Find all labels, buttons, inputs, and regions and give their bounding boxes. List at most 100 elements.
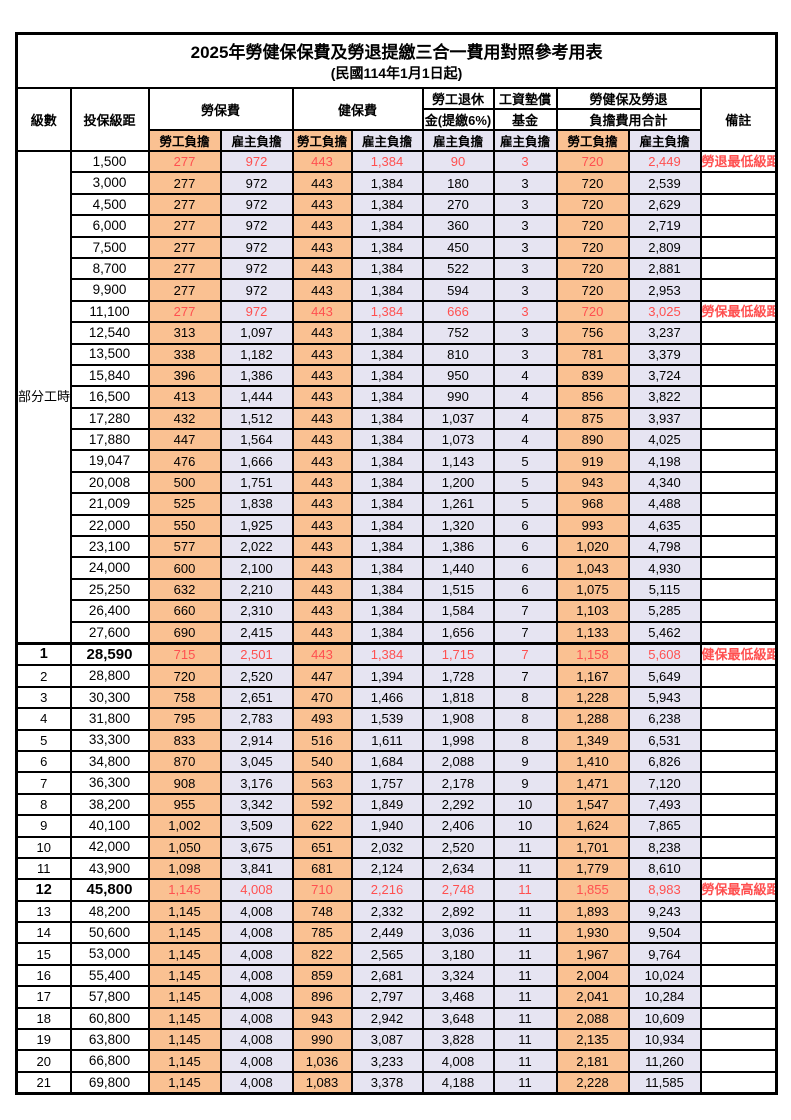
cell-pension-employer: 1,584 <box>421 599 495 623</box>
cell-remark <box>699 171 778 195</box>
cell-total-employee: 839 <box>555 363 630 388</box>
cell-salary-bracket: 21,009 <box>69 492 150 516</box>
cell-pension-employer: 450 <box>421 235 495 259</box>
subheader-total-employer: 雇主負擔 <box>627 129 702 152</box>
title-cell: 2025年勞健保保費及勞退提繳三合一費用對照參考用表 (民國114年1月1日起) <box>15 32 778 89</box>
cell-labor-ins-employer: 4,008 <box>219 963 294 988</box>
cell-labor-ins-employee: 955 <box>147 792 222 817</box>
cell-pension-employer: 1,515 <box>421 577 495 602</box>
cell-labor-ins-employee: 870 <box>147 749 222 774</box>
cell-pension-employer: 1,200 <box>421 470 495 495</box>
table-row: 21 69,800 1,145 4,008 1,083 3,378 4,188 11 2,228… <box>15 1070 778 1095</box>
cell-health-ins-employee: 896 <box>291 985 353 1009</box>
cell-total-employer: 4,930 <box>627 556 702 580</box>
cell-health-ins-employee: 748 <box>291 899 353 924</box>
title-row: 2025年勞健保保費及勞退提繳三合一費用對照參考用表 (民國114年1月1日起) <box>15 32 778 89</box>
cell-health-ins-employee: 443 <box>291 513 353 538</box>
cell-labor-ins-employer: 4,008 <box>219 1006 294 1031</box>
cell-remark <box>699 771 778 795</box>
cell-wage-fund-employer: 3 <box>492 192 558 217</box>
table-row: 25,250 632 2,210 443 1,384 1,515 6 1,075 5,115 <box>17 577 778 602</box>
cell-labor-ins-employee: 1,145 <box>147 1070 222 1095</box>
cell-salary-bracket: 66,800 <box>69 1049 150 1073</box>
cell-total-employee: 1,228 <box>555 685 630 710</box>
cell-remark <box>699 363 778 388</box>
table-row: 17 57,800 1,145 4,008 896 2,797 3,468 11 2,041 10… <box>15 985 778 1009</box>
cell-total-employee: 1,701 <box>555 835 630 859</box>
cell-labor-ins-employee: 758 <box>147 685 222 710</box>
cell-health-ins-employer: 2,681 <box>350 963 424 988</box>
cell-pension-employer: 360 <box>421 214 495 238</box>
cell-total-employer: 9,504 <box>627 921 702 945</box>
cell-health-ins-employee: 681 <box>291 856 353 881</box>
cell-wage-fund-employer: 10 <box>492 792 558 817</box>
cell-total-employee: 1,158 <box>555 641 630 667</box>
header-row-1: 級數 投保級距 勞保費 健保費 勞工退休 工資墊償 勞健保及勞退 備註 <box>15 87 778 152</box>
cell-pension-employer: 1,261 <box>421 492 495 516</box>
cell-level: 20 <box>15 1049 72 1073</box>
cell-salary-bracket: 19,047 <box>69 449 150 473</box>
cell-total-employee: 2,041 <box>555 985 630 1009</box>
cell-labor-ins-employee: 550 <box>147 513 222 538</box>
cell-health-ins-employee: 443 <box>291 321 353 345</box>
cell-total-employee: 720 <box>555 192 630 217</box>
cell-total-employee: 2,088 <box>555 1006 630 1031</box>
cell-level: 5 <box>15 728 72 752</box>
cell-total-employer: 4,635 <box>627 513 702 538</box>
cell-health-ins-employer: 1,384 <box>350 620 424 645</box>
cell-health-ins-employee: 710 <box>291 878 353 902</box>
cell-health-ins-employer: 1,384 <box>350 321 424 345</box>
cell-level: 8 <box>15 792 72 817</box>
cell-health-ins-employer: 1,384 <box>350 342 424 366</box>
cell-remark <box>699 385 778 409</box>
cell-health-ins-employer: 1,384 <box>350 556 424 580</box>
cell-health-ins-employee: 443 <box>291 492 353 516</box>
cell-remark <box>699 835 778 859</box>
cell-salary-bracket: 4,500 <box>69 192 150 217</box>
cell-total-employee: 1,075 <box>555 577 630 602</box>
cell-salary-bracket: 43,900 <box>69 856 150 881</box>
cell-salary-bracket: 38,200 <box>69 792 150 817</box>
cell-labor-ins-employer: 2,501 <box>219 641 294 667</box>
cell-pension-employer: 1,998 <box>421 728 495 752</box>
cell-labor-ins-employee: 277 <box>147 299 222 324</box>
cell-level: 14 <box>15 921 72 945</box>
cell-total-employer: 3,379 <box>627 342 702 366</box>
cell-health-ins-employee: 493 <box>291 707 353 731</box>
fee-comparison-table: 2025年勞健保保費及勞退提繳三合一費用對照參考用表 (民國114年1月1日起)… <box>15 32 779 1096</box>
cell-remark <box>699 192 778 217</box>
cell-labor-ins-employee: 432 <box>147 406 222 431</box>
col-header-level: 級數 <box>15 87 72 152</box>
cell-level: 13 <box>15 899 72 924</box>
cell-total-employee: 2,135 <box>555 1027 630 1052</box>
cell-health-ins-employer: 1,384 <box>350 171 424 195</box>
table-row: 6 34,800 870 3,045 540 1,684 2,088 9 1,410 6,826 <box>15 749 778 774</box>
cell-salary-bracket: 22,000 <box>69 513 150 538</box>
cell-total-employer: 4,340 <box>627 470 702 495</box>
cell-health-ins-employee: 443 <box>291 406 353 431</box>
cell-pension-employer: 2,520 <box>421 835 495 859</box>
cell-health-ins-employee: 622 <box>291 814 353 838</box>
cell-labor-ins-employer: 3,045 <box>219 749 294 774</box>
cell-labor-ins-employer: 4,008 <box>219 921 294 945</box>
cell-total-employer: 3,724 <box>627 363 702 388</box>
cell-pension-employer: 90 <box>421 149 495 174</box>
table-row: 21,009 525 1,838 443 1,384 1,261 5 968 4,488 <box>17 492 778 516</box>
cell-health-ins-employee: 516 <box>291 728 353 752</box>
cell-pension-employer: 1,037 <box>421 406 495 431</box>
cell-labor-ins-employee: 277 <box>147 256 222 281</box>
cell-wage-fund-employer: 7 <box>492 599 558 623</box>
cell-total-employer: 8,610 <box>627 856 702 881</box>
cell-level: 2 <box>15 664 72 688</box>
cell-health-ins-employee: 443 <box>291 599 353 623</box>
cell-health-ins-employer: 1,384 <box>350 278 424 302</box>
cell-labor-ins-employee: 1,145 <box>147 1006 222 1031</box>
cell-pension-employer: 3,648 <box>421 1006 495 1031</box>
cell-salary-bracket: 11,100 <box>69 299 150 324</box>
cell-pension-employer: 270 <box>421 192 495 217</box>
cell-pension-employer: 3,468 <box>421 985 495 1009</box>
cell-total-employee: 720 <box>555 149 630 174</box>
cell-labor-ins-employee: 413 <box>147 385 222 409</box>
cell-total-employer: 5,943 <box>627 685 702 710</box>
cell-labor-ins-employee: 1,145 <box>147 921 222 945</box>
